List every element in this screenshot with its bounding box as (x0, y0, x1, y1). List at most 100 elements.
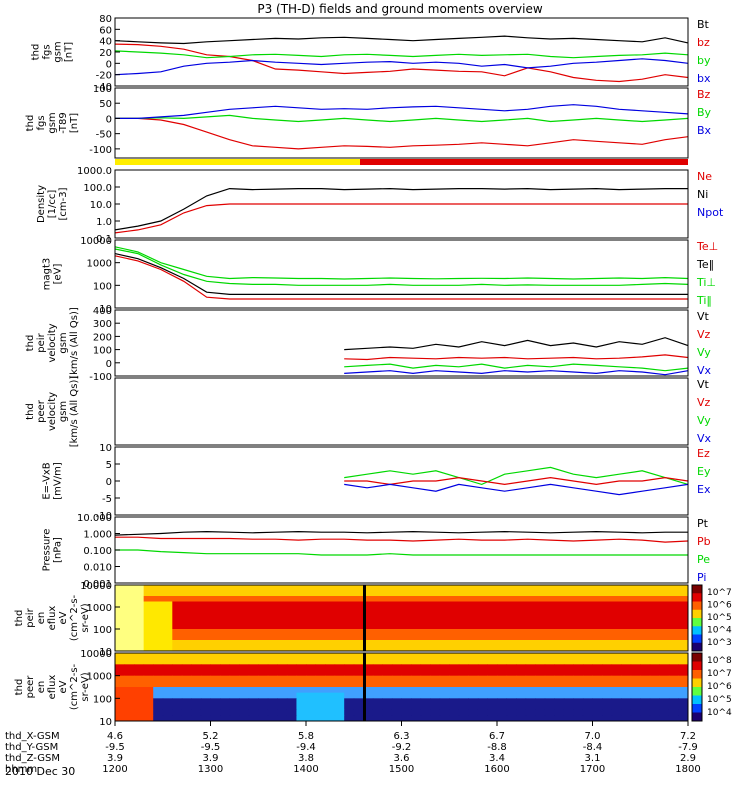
heatmap-cell (220, 687, 231, 694)
heatmap-cell (411, 687, 422, 694)
ylabel-line: thd (14, 610, 25, 627)
heatmap-cell (678, 675, 689, 682)
heatmap-cell (220, 698, 231, 705)
heatmap-cell (602, 596, 613, 602)
heatmap-cell (239, 612, 250, 619)
heatmap-cell (229, 623, 240, 630)
heatmap-cell (153, 629, 164, 635)
legend-entry: Ti‖ (696, 294, 712, 307)
heatmap-cell (554, 715, 565, 722)
heatmap-cell (449, 612, 460, 619)
heatmap-cell (640, 634, 651, 641)
heatmap-cell (411, 607, 422, 613)
heatmap-cell (143, 618, 154, 624)
ytick-label: 10 (99, 304, 112, 315)
ylabel-line: eV (58, 680, 69, 693)
heatmap-cell (191, 675, 202, 682)
heatmap-cell (468, 596, 479, 602)
heatmap-cell (191, 670, 202, 677)
heatmap-cell (372, 658, 383, 665)
heatmap-cell (248, 612, 259, 619)
heatmap-cell (611, 612, 622, 619)
colorbar-segment (692, 609, 702, 619)
heatmap-cell (353, 585, 364, 591)
heatmap-cell (582, 629, 593, 635)
heatmap-cell (592, 715, 603, 722)
heatmap-cell (115, 675, 126, 682)
heatmap-cell (430, 618, 441, 624)
heatmap-cell (134, 692, 145, 699)
heatmap-cell (239, 596, 250, 602)
heatmap-cell (401, 601, 412, 608)
heatmap-cell (449, 653, 460, 660)
heatmap-cell (535, 670, 546, 677)
heatmap-cell (401, 596, 412, 602)
heatmap-cell (487, 704, 498, 711)
heatmap-cell (229, 607, 240, 613)
heatmap-cell (363, 658, 374, 665)
heatmap-cell (267, 585, 278, 591)
heatmap-cell (372, 675, 383, 682)
heatmap-cell (420, 704, 431, 711)
heatmap-cell (229, 653, 240, 660)
heatmap-cell (611, 709, 622, 716)
heatmap-cell (191, 664, 202, 671)
heatmap-cell (582, 692, 593, 699)
heatmap-cell (621, 704, 632, 711)
heatmap-cell (353, 704, 364, 711)
heatmap-cell (430, 607, 441, 613)
colorbar-tick-label: 10^4 (707, 708, 732, 718)
heatmap-cell (153, 704, 164, 711)
heatmap-cell (573, 601, 584, 608)
heatmap-cell (516, 687, 527, 694)
heatmap-cell (143, 698, 154, 705)
heatmap-cell (172, 692, 183, 699)
heatmap-cell (401, 612, 412, 619)
heatmap-cell (554, 601, 565, 608)
heatmap-cell (563, 585, 574, 591)
ytick-label: -10 (96, 511, 112, 522)
heatmap-cell (535, 645, 546, 652)
heatmap-cell (143, 607, 154, 613)
heatmap-cell (162, 704, 173, 711)
heatmap-cell (668, 645, 679, 652)
heatmap-cell (229, 634, 240, 641)
ylabel-line: [km/s (All Qs)] (69, 307, 80, 379)
heatmap-cell (344, 675, 355, 682)
heatmap-cell (353, 629, 364, 635)
heatmap-cell (353, 675, 364, 682)
series-line-Te‖ (114, 253, 688, 295)
legend-entry: Bt (697, 18, 710, 31)
heatmap-cell (668, 675, 679, 682)
heatmap-cell (535, 607, 546, 613)
heatmap-cell (621, 596, 632, 602)
heatmap-cell (678, 590, 689, 597)
heatmap-cell (172, 585, 183, 591)
heatmap-cell (516, 681, 527, 688)
heatmap-cell (573, 681, 584, 688)
heatmap-cell (124, 675, 135, 682)
heatmap-cell (239, 675, 250, 682)
heatmap-cell (640, 653, 651, 660)
heatmap-cell (286, 640, 297, 646)
heatmap-cell (286, 612, 297, 619)
heatmap-cell (506, 645, 517, 652)
heatmap-cell (621, 653, 632, 660)
heatmap-cell (191, 629, 202, 635)
heatmap-cell (229, 664, 240, 671)
heatmap-cell (535, 704, 546, 711)
heatmap-cell (630, 634, 641, 641)
heatmap-cell (487, 629, 498, 635)
heatmap-cell (382, 692, 393, 699)
heatmap-cell (535, 681, 546, 688)
heatmap-cell (659, 640, 670, 646)
heatmap-cell (649, 645, 660, 652)
data-gap-line (363, 585, 366, 651)
colorbar-tick-label: 10^6 (707, 682, 732, 692)
heatmap-cell (611, 704, 622, 711)
colorbar-segment (692, 670, 702, 679)
legend-entry: Pt (697, 517, 709, 530)
